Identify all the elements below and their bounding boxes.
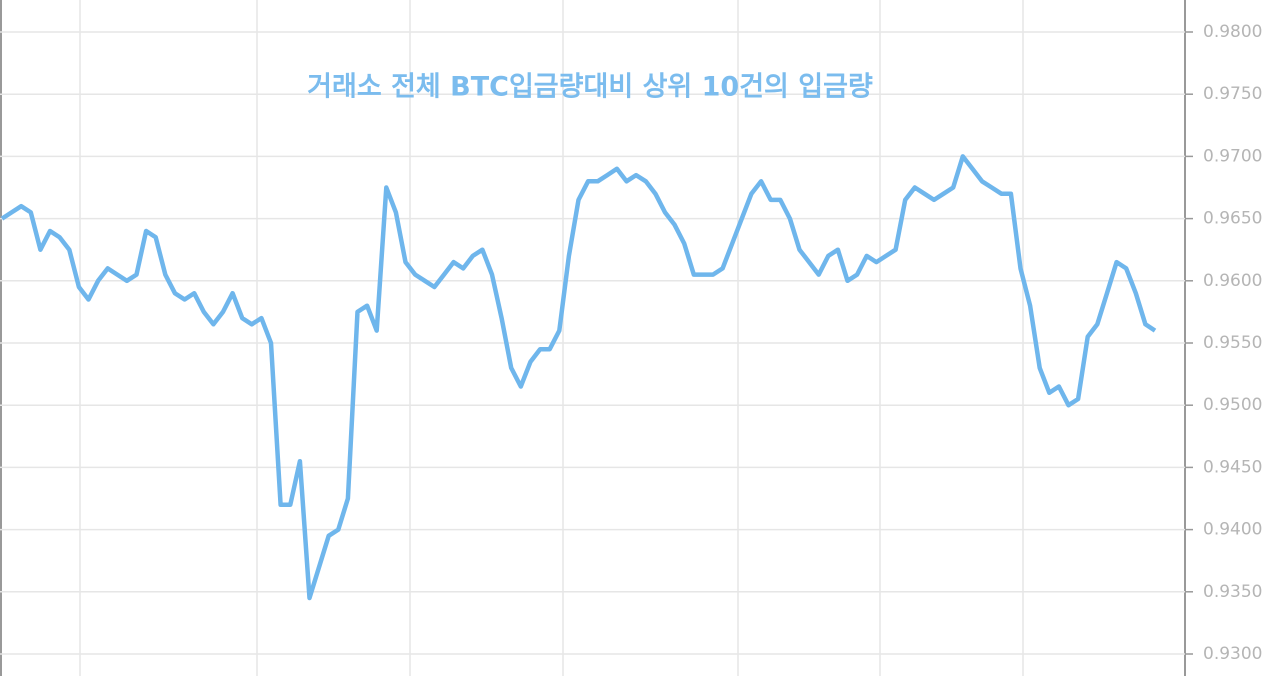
y-tick-label: 0.9800 [1203,22,1262,42]
y-tick-label: 0.9450 [1203,457,1262,477]
y-tick-label: 0.9750 [1203,84,1262,104]
y-tick-label: 0.9700 [1203,146,1262,166]
y-tick-label: 0.9300 [1203,644,1262,664]
y-tick-label: 0.9550 [1203,333,1262,353]
y-tick-label: 0.9350 [1203,582,1262,602]
y-tick-label: 0.9650 [1203,209,1262,229]
vertical-grid [79,0,1024,676]
data-line [0,154,1157,601]
y-tick-label: 0.9400 [1203,520,1262,540]
chart-title: 거래소 전체 BTC입금량대비 상위 10건의 입금량 [307,72,873,103]
y-tick-label: 0.9500 [1203,395,1262,415]
y-tick-label: 0.9600 [1203,271,1262,291]
